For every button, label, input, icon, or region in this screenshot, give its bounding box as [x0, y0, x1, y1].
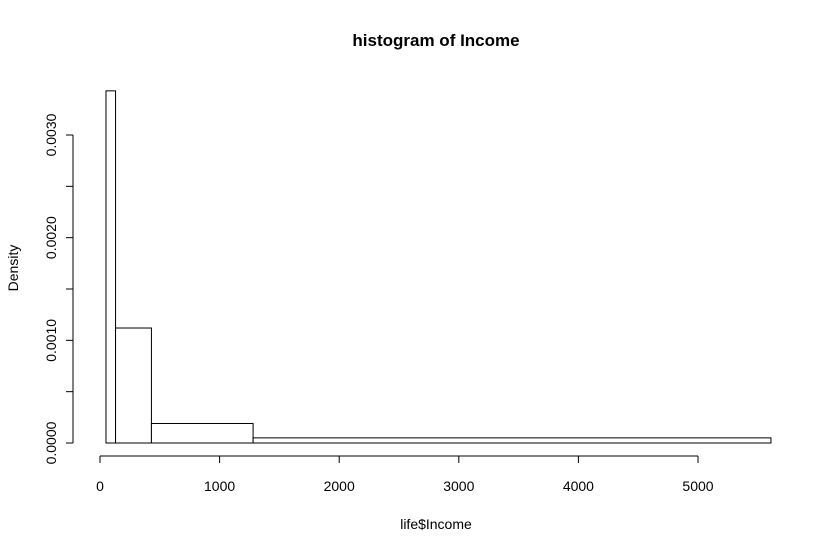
- x-tick-label: 2000: [324, 478, 355, 494]
- x-tick-label: 1000: [204, 478, 235, 494]
- histogram-bar-3: [252, 437, 772, 444]
- x-axis-label: life$Income: [400, 516, 472, 532]
- x-tick-label: 5000: [682, 478, 713, 494]
- chart-title: histogram of Income: [352, 31, 519, 50]
- histogram-bars: [105, 90, 772, 444]
- y-axis: 0.0000 0.0010 0.0020 0.0030: [43, 113, 74, 464]
- x-tick-label: 0: [96, 478, 104, 494]
- y-tick-label: 0.0020: [43, 216, 59, 259]
- y-tick-label: 0.0000: [43, 421, 59, 464]
- x-axis: 0 1000 2000 3000 4000 5000: [96, 455, 714, 494]
- y-tick-label: 0.0030: [43, 113, 59, 156]
- x-tick-label: 3000: [443, 478, 474, 494]
- y-tick-label: 0.0010: [43, 319, 59, 362]
- histogram-bar-0: [105, 90, 117, 444]
- x-tick-label: 4000: [563, 478, 594, 494]
- histogram-bar-1: [115, 327, 152, 444]
- y-axis-label: Density: [5, 245, 21, 292]
- histogram-bar-2: [150, 422, 254, 444]
